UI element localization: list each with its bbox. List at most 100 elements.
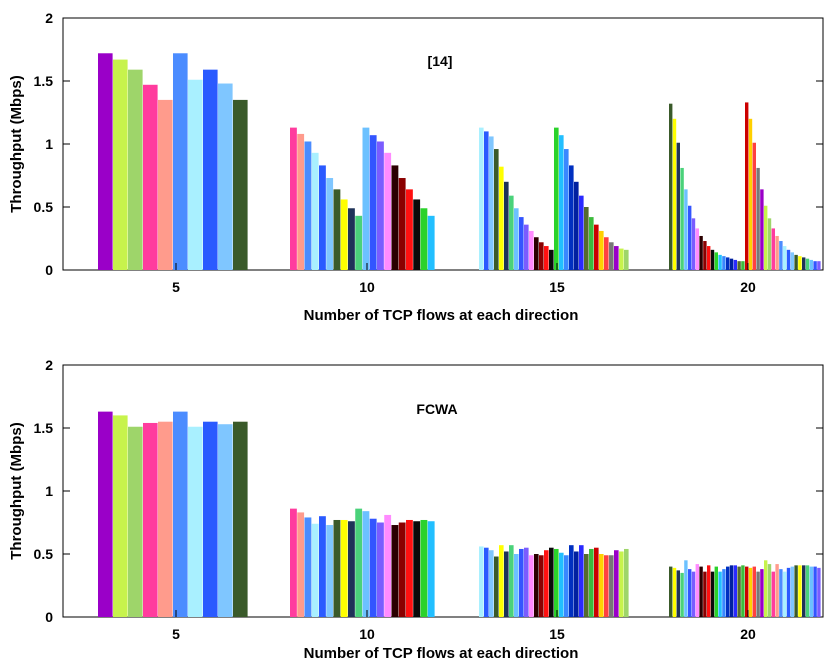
bar-panel1-group10-flow16 — [398, 178, 406, 270]
bar-panel2-group15-flow19 — [569, 545, 574, 617]
bar-panel2-group20-flow4 — [680, 572, 684, 617]
bar-panel2-group20-flow2 — [672, 567, 677, 617]
bar-panel2-group20-flow14 — [718, 571, 722, 617]
bar-panel1-group20-flow1 — [669, 103, 673, 271]
bar-panel2-group20-flow10 — [703, 571, 707, 617]
bar-panel1-group20-flow33 — [790, 252, 794, 270]
bar-panel1-group15-flow22 — [584, 207, 589, 270]
bar-panel2-group20-flow31 — [783, 571, 787, 617]
bar-panel2-group10-flow8 — [340, 519, 348, 617]
bar-panel1-group15-flow28 — [614, 246, 619, 270]
bar-panel2-group15-flow23 — [589, 548, 594, 617]
bar-panel2-group15-flow20 — [574, 551, 579, 617]
bar-panel2-group20-flow30 — [779, 569, 783, 617]
bar-panel1-group20-flow29 — [775, 235, 779, 270]
chart-panel-top: [14] 0 0.5 1 1.5 2 5 10 15 20 Number of … — [8, 10, 824, 324]
bar-panel1-group15-flow14 — [544, 246, 549, 270]
bar-panel1-group10-flow4 — [311, 152, 319, 270]
bar-panel1-group5-flow4 — [143, 84, 158, 270]
bar-panel1-group15-flow21 — [579, 195, 584, 270]
bar-panel1-group15-flow26 — [604, 237, 609, 270]
bar-panel2-group15-flow7 — [509, 545, 514, 617]
bar-panel1-group20-flow31 — [783, 246, 787, 270]
bar-panel1-group20-flow19 — [737, 261, 741, 270]
x-tick-label-bottom-0: 5 — [172, 626, 180, 642]
bar-series-bottom — [98, 411, 821, 617]
y-tick-label-top-4: 2 — [45, 10, 53, 26]
bar-panel2-group10-flow7 — [333, 519, 341, 617]
bar-panel2-group20-flow1 — [669, 566, 673, 617]
bar-series-top — [98, 53, 821, 271]
bar-panel2-group20-flow35 — [798, 565, 802, 617]
bar-panel1-group15-flow27 — [609, 242, 614, 270]
bar-panel2-group20-flow7 — [691, 571, 696, 617]
panel-title-top: [14] — [428, 53, 453, 69]
x-tick-label-bottom-2: 15 — [549, 626, 565, 642]
bar-panel2-group10-flow15 — [391, 525, 399, 617]
bar-panel2-group15-flow11 — [529, 555, 534, 617]
bar-panel1-group20-flow12 — [710, 249, 715, 270]
bar-panel2-group20-flow32 — [786, 567, 791, 617]
bar-panel1-group10-flow15 — [391, 165, 399, 270]
chart-panel-bottom: FCWA 0 0.5 1 1.5 2 5 10 15 20 Number of … — [8, 357, 824, 662]
bar-panel2-group15-flow18 — [564, 555, 569, 617]
bar-panel1-group15-flow15 — [549, 249, 554, 270]
bar-panel2-group20-flow19 — [737, 566, 741, 617]
bar-panel2-group5-flow6 — [173, 411, 188, 617]
bar-panel1-group15-flow19 — [569, 165, 574, 270]
bar-panel1-group15-flow8 — [514, 208, 519, 270]
bar-panel2-group10-flow20 — [427, 521, 435, 617]
bar-panel2-group10-flow6 — [326, 525, 334, 617]
x-tick-label-top-3: 20 — [740, 279, 756, 295]
bar-panel1-group20-flow37 — [805, 258, 810, 270]
bar-panel1-group15-flow4 — [494, 149, 499, 270]
bar-panel2-group20-flow5 — [684, 560, 688, 617]
bar-panel2-group20-flow28 — [771, 571, 775, 617]
panel-title-bottom: FCWA — [416, 401, 457, 417]
bar-panel2-group15-flow14 — [544, 550, 549, 617]
bar-panel1-group5-flow9 — [218, 83, 233, 271]
bar-panel1-group15-flow29 — [619, 248, 624, 270]
bar-panel2-group20-flow12 — [710, 571, 715, 617]
bar-panel1-group20-flow32 — [786, 249, 791, 270]
bar-panel2-group10-flow17 — [406, 519, 413, 617]
bar-panel1-group20-flow25 — [760, 189, 764, 270]
bar-panel1-group20-flow4 — [680, 167, 684, 270]
bar-panel2-group15-flow5 — [499, 545, 504, 617]
bar-panel1-group15-flow5 — [499, 166, 504, 270]
bar-panel1-group5-flow3 — [128, 69, 143, 270]
bar-panel2-group20-flow6 — [688, 569, 692, 617]
bar-panel2-group20-flow21 — [745, 566, 749, 617]
bar-panel1-group20-flow36 — [802, 257, 806, 270]
y-tick-label-top-3: 1.5 — [34, 73, 54, 89]
bar-panel2-group10-flow5 — [319, 516, 326, 617]
bar-panel1-group15-flow24 — [594, 224, 599, 270]
bar-panel2-group15-flow28 — [614, 550, 619, 617]
bar-panel2-group15-flow2 — [484, 547, 489, 617]
bar-panel2-group20-flow11 — [707, 565, 711, 617]
bar-panel2-group20-flow36 — [802, 565, 806, 617]
bar-panel2-group15-flow4 — [494, 556, 499, 617]
bar-panel1-group20-flow5 — [684, 189, 688, 270]
bar-panel2-group20-flow27 — [767, 564, 772, 617]
y-axis-title-bottom: Throughput (Mbps) — [8, 422, 25, 559]
bar-panel1-group20-flow9 — [699, 235, 703, 270]
x-axis-title-bottom: Number of TCP flows at each direction — [304, 645, 579, 662]
bar-panel2-group5-flow9 — [218, 424, 233, 617]
bar-panel2-group20-flow39 — [813, 566, 817, 617]
bar-panel1-group20-flow30 — [779, 241, 783, 270]
bar-panel2-group5-flow3 — [128, 426, 143, 617]
bar-panel1-group10-flow1 — [290, 127, 297, 271]
bar-panel1-group20-flow22 — [748, 118, 753, 270]
bar-panel1-group15-flow25 — [599, 230, 604, 270]
bar-panel1-group15-flow3 — [489, 136, 494, 270]
bar-panel1-group20-flow2 — [672, 118, 677, 270]
bar-panel2-group20-flow18 — [733, 565, 737, 617]
y-axis-title-top: Throughput (Mbps) — [8, 75, 25, 212]
bar-panel1-group10-flow17 — [406, 189, 413, 270]
bar-panel2-group10-flow11 — [362, 511, 370, 617]
x-axis-title-top: Number of TCP flows at each direction — [304, 307, 579, 324]
bar-panel1-group5-flow8 — [203, 69, 218, 270]
bar-panel1-group5-flow1 — [98, 53, 113, 270]
bar-panel1-group10-flow10 — [355, 215, 363, 270]
